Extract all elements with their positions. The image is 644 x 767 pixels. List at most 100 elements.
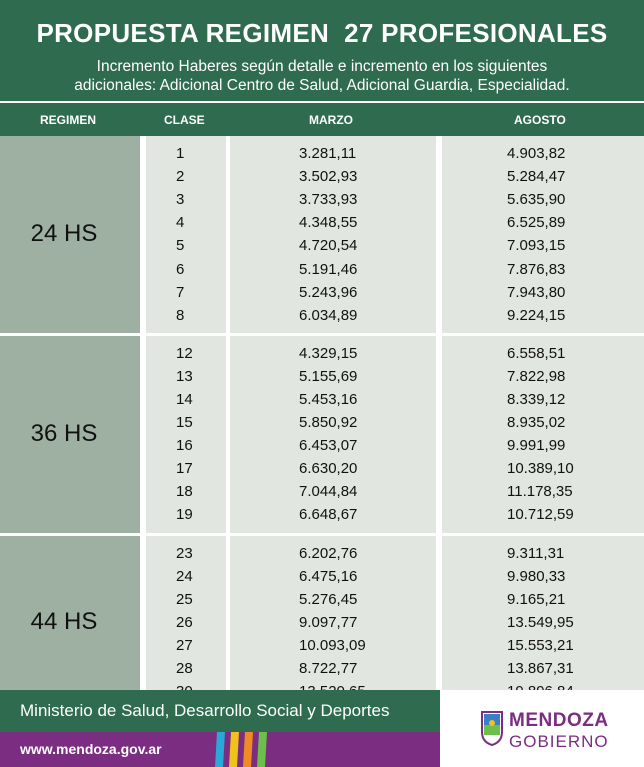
marzo-cell: 4.720,54	[299, 237, 358, 255]
clase-cell: 8	[176, 306, 185, 324]
marzo-cell: 3.733,93	[299, 191, 358, 209]
regimen-group: 36 HS 12 4.329,15 6.558,51 13 5.155,69 7.822,9…	[0, 335, 644, 533]
table-header: REGIMEN CLASE MARZO AGOSTO	[0, 103, 644, 136]
agosto-column	[442, 535, 644, 710]
column-header-marzo: MARZO	[309, 113, 353, 127]
agosto-cell: 5.284,47	[507, 168, 566, 186]
marzo-cell: 6.475,16	[299, 567, 358, 585]
marzo-cell: 6.648,67	[299, 506, 358, 524]
clase-column	[146, 136, 226, 333]
agosto-cell: 9.980,33	[507, 567, 566, 585]
header-banner: PROPUESTA REGIMEN 27 PROFESIONALES Incre…	[0, 0, 644, 102]
clase-cell: 6	[176, 260, 185, 278]
regimen-cell: 44 HS	[0, 535, 140, 710]
regimen-label: 36 HS	[30, 420, 98, 448]
agosto-cell: 13.549,95	[507, 613, 574, 631]
agosto-cell: 13.867,31	[507, 660, 574, 678]
color-stripes-decoration	[215, 732, 267, 767]
clase-cell: 14	[176, 390, 193, 408]
clase-cell: 19	[176, 506, 193, 524]
marzo-cell: 5.155,69	[299, 367, 358, 385]
clase-cell: 3	[176, 191, 185, 209]
clase-cell: 2	[176, 168, 185, 186]
shield-icon	[481, 711, 503, 746]
marzo-cell: 6.630,20	[299, 460, 358, 478]
agosto-cell: 5.635,90	[507, 191, 566, 209]
clase-cell: 12	[176, 344, 193, 362]
marzo-cell: 3.502,93	[299, 168, 358, 186]
clase-cell: 18	[176, 483, 193, 501]
agosto-cell: 7.876,83	[507, 260, 566, 278]
clase-cell: 15	[176, 414, 193, 432]
marzo-cell: 3.281,11	[299, 145, 357, 162]
agosto-cell: 8.339,12	[507, 390, 566, 408]
ministry-bar: Ministerio de Salud, Desarrollo Social y…	[0, 690, 440, 732]
clase-column	[146, 335, 226, 533]
clase-cell: 13	[176, 367, 193, 385]
agosto-cell: 7.943,80	[507, 283, 566, 301]
group-separator	[0, 332, 644, 336]
clase-cell: 24	[176, 567, 193, 585]
agosto-column	[442, 335, 644, 533]
agosto-cell: 4.903,82	[507, 145, 566, 162]
salary-table: 24 HS 1 3.281,11 4.903,82 2 3.502,93 5.284,47 3…	[0, 136, 644, 710]
regimen-cell: 36 HS	[0, 335, 140, 533]
agosto-cell: 9.311,31	[507, 544, 565, 562]
clase-cell: 27	[176, 636, 193, 654]
agosto-cell: 7.822,98	[507, 367, 566, 385]
clase-cell: 7	[176, 283, 185, 301]
regimen-label: 44 HS	[30, 608, 98, 636]
agosto-cell: 7.093,15	[507, 237, 566, 255]
website-link[interactable]: www.mendoza.gov.ar	[20, 741, 162, 757]
clase-cell: 5	[176, 237, 185, 255]
marzo-cell: 5.276,45	[299, 590, 358, 608]
marzo-column	[230, 535, 436, 710]
regimen-cell: 24 HS	[0, 136, 140, 333]
clase-cell: 4	[176, 214, 185, 232]
ministry-name: Ministerio de Salud, Desarrollo Social y…	[20, 701, 390, 720]
clase-cell: 17	[176, 460, 193, 478]
marzo-cell: 6.034,89	[299, 306, 358, 324]
regimen-label: 24 HS	[30, 220, 98, 248]
marzo-cell: 5.453,16	[299, 390, 358, 408]
group-separator	[0, 532, 644, 536]
marzo-column	[230, 335, 436, 533]
clase-cell: 26	[176, 613, 193, 631]
column-header-regimen: REGIMEN	[40, 113, 97, 127]
agosto-column	[442, 136, 644, 333]
marzo-cell: 5.243,96	[299, 283, 358, 301]
clase-column	[146, 535, 226, 710]
page-subtitle: Incremento Haberes según detalle e incre…	[20, 57, 624, 95]
agosto-cell: 15.553,21	[507, 636, 574, 654]
agosto-cell: 9.224,15	[507, 306, 566, 324]
agosto-cell: 9.991,99	[507, 437, 566, 455]
clase-cell: 16	[176, 437, 193, 455]
page-title: PROPUESTA REGIMEN 27 PROFESIONALES	[36, 18, 608, 48]
marzo-cell: 8.722,77	[299, 660, 358, 678]
logo-title: MENDOZA	[509, 710, 609, 731]
marzo-cell: 6.202,76	[299, 544, 358, 562]
agosto-cell: 11.178,35	[507, 483, 573, 501]
regimen-group: 24 HS 1 3.281,11 4.903,82 2 3.502,93 5.284,47 3…	[0, 136, 644, 333]
logo-subtitle: GOBIERNO	[509, 732, 609, 751]
mendoza-logo: MENDOZA GOBIERNO	[440, 690, 644, 767]
marzo-column	[230, 136, 436, 333]
marzo-cell: 5.191,46	[299, 260, 358, 278]
agosto-cell: 10.712,59	[507, 506, 574, 524]
marzo-cell: 9.097,77	[299, 613, 358, 631]
marzo-cell: 5.850,92	[299, 414, 358, 432]
regimen-group: 44 HS 23 6.202,76 9.311,31 24 6.475,16 9.980,3…	[0, 535, 644, 710]
agosto-cell: 6.558,51	[507, 344, 566, 362]
subtitle-line-1: Incremento Haberes según detalle e incre…	[96, 58, 548, 75]
agosto-cell: 8.935,02	[507, 414, 566, 432]
marzo-cell: 6.453,07	[299, 437, 358, 455]
clase-cell: 25	[176, 590, 193, 608]
header-divider	[0, 101, 644, 103]
column-header-agosto: AGOSTO	[514, 113, 566, 127]
marzo-cell: 10.093,09	[299, 636, 366, 654]
clase-cell: 28	[176, 660, 193, 678]
clase-cell: 23	[176, 544, 193, 562]
column-header-clase: CLASE	[164, 113, 205, 127]
marzo-cell: 4.348,55	[299, 214, 358, 232]
clase-cell: 1	[176, 145, 185, 162]
